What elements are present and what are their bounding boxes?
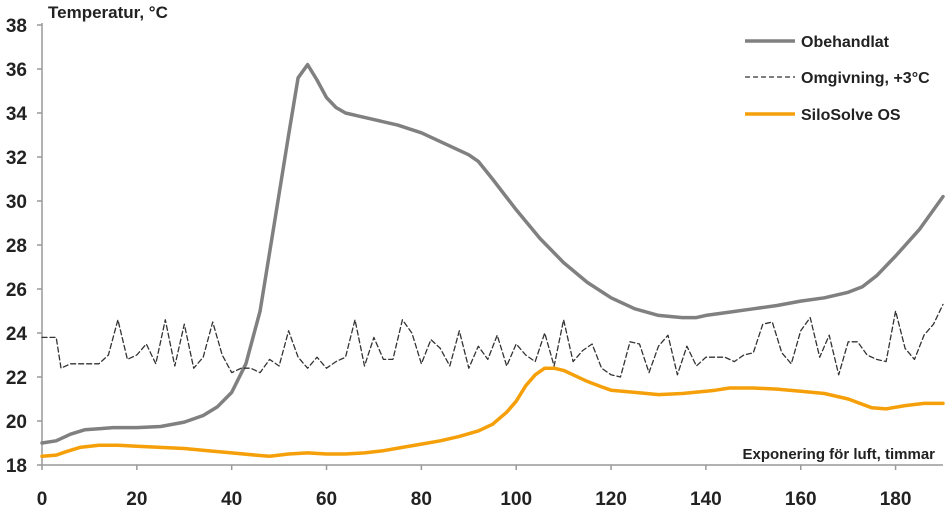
series-layer: [40, 62, 945, 458]
y-tick-label: 32: [6, 148, 27, 169]
legend-label-1: Obehandlat: [801, 34, 890, 51]
y-tick-label: 20: [6, 412, 27, 433]
x-ticks: 0 20 40 60 80 100 120 140 160 180: [37, 465, 912, 510]
x-tick-label: 160: [785, 489, 817, 510]
y-tick-label: 18: [6, 456, 27, 477]
y-tick-label: 34: [6, 104, 28, 125]
y-tick-label: 26: [6, 280, 27, 301]
series-line-3: [40, 366, 945, 458]
legend-label-2: Omgivning, +3°C: [801, 70, 930, 87]
axes: [41, 23, 943, 466]
x-tick-label: 60: [316, 489, 337, 510]
x-axis-label: Exponering för luft, timmar: [742, 446, 935, 463]
series-line-1: [40, 62, 945, 445]
y-tick-label: 30: [6, 192, 27, 213]
y-tick-label: 24: [6, 324, 28, 345]
x-tick-label: 140: [690, 489, 722, 510]
x-tick-label: 0: [37, 489, 48, 510]
x-tick-label: 120: [595, 489, 627, 510]
x-tick-label: 40: [221, 489, 242, 510]
y-tick-label: 22: [6, 368, 27, 389]
y-tick-label: 36: [6, 60, 27, 81]
y-ticks: 18 20 22 24 26 28 30 32 34 36 38: [6, 16, 42, 477]
x-tick-label: 80: [411, 489, 432, 510]
y-tick-label: 38: [6, 16, 27, 37]
legend-label-3: SiloSolve OS: [801, 107, 901, 124]
x-tick-label: 180: [880, 489, 912, 510]
y-axis-label: Temperatur, °C: [48, 3, 168, 22]
y-tick-label: 28: [6, 236, 27, 257]
x-tick-label: 20: [126, 489, 147, 510]
x-tick-label: 100: [500, 489, 532, 510]
series-line-2: [41, 303, 944, 378]
legend: Obehandlat Omgivning, +3°C SiloSolve OS: [745, 34, 930, 124]
